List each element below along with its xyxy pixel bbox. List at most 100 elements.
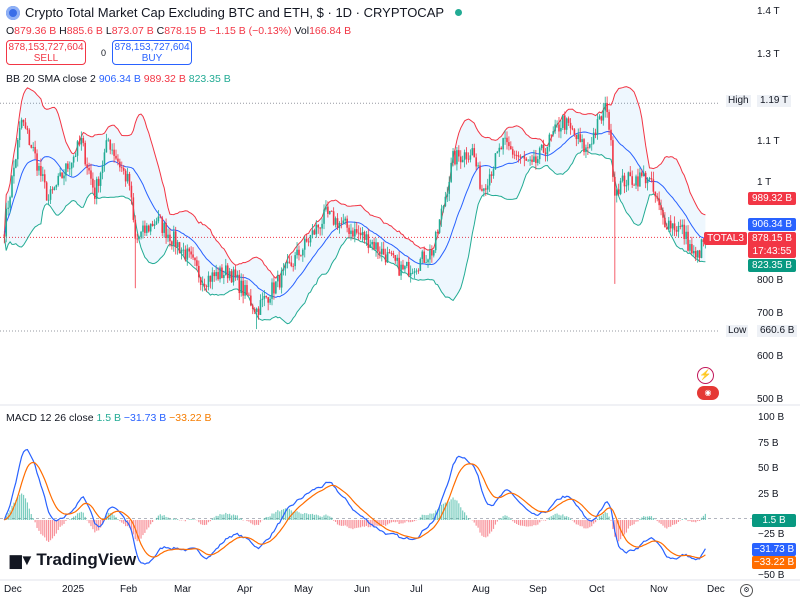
buy-price: 878,153,727,604: [114, 42, 190, 53]
candle-body: [438, 219, 441, 233]
candle-body: [379, 251, 381, 255]
candle-body: [176, 242, 179, 247]
candle-body: [122, 168, 125, 171]
candle-body: [194, 257, 196, 261]
macd-histogram-bar: [568, 517, 570, 520]
macd-histogram-bar: [402, 520, 404, 524]
candle-body: [467, 158, 470, 160]
macd-histogram-bar: [516, 520, 518, 525]
candle-body: [483, 188, 485, 191]
candle-body: [675, 230, 678, 232]
macd-histogram-bar: [334, 520, 337, 522]
macd-histogram-bar: [437, 509, 439, 520]
candle-body: [592, 132, 595, 144]
macd-histogram-bar: [230, 515, 233, 520]
candle-body: [427, 259, 429, 263]
bb-legend[interactable]: BB 20 SMA close 2 906.34 B 989.32 B 823.…: [6, 73, 231, 85]
candle-body: [694, 250, 697, 258]
candle-body: [562, 115, 564, 128]
candle-body: [334, 218, 337, 225]
candle-body: [556, 124, 558, 126]
macd-histogram-bar: [140, 520, 142, 539]
macd-histogram-bar: [221, 514, 223, 520]
macd-histogram-bar: [294, 511, 296, 520]
macd-histogram-bar: [660, 520, 662, 525]
macd-histogram-bar: [15, 500, 17, 520]
macd-histogram-bar: [431, 513, 433, 520]
macd-histogram-bar: [367, 520, 369, 528]
candle-body: [450, 162, 452, 182]
candle-body: [330, 210, 333, 212]
macd-histogram-bar: [600, 515, 602, 520]
macd-legend[interactable]: MACD 12 26 close 1.5 B −31.73 B −33.22 B: [6, 412, 212, 424]
candle-body: [84, 142, 86, 165]
macd-histogram-bar: [562, 514, 564, 520]
candle-body: [190, 251, 192, 255]
macd-histogram-bar: [304, 512, 306, 520]
candle-body: [429, 249, 431, 260]
macd-histogram-bar: [175, 519, 177, 520]
candle-body: [463, 152, 466, 160]
candle-body: [544, 152, 547, 155]
macd-histogram-bar: [537, 520, 539, 525]
macd-histogram-bar: [146, 520, 148, 530]
settings-icon[interactable]: ⚙: [740, 584, 753, 597]
time-tick: Oct: [589, 584, 605, 595]
candle-body: [109, 139, 112, 150]
macd-histogram-bar: [340, 520, 342, 526]
macd-histogram-bar: [410, 520, 412, 523]
sell-button[interactable]: 878,153,727,604 SELL: [6, 40, 86, 65]
bb-basis-value: 906.34 B: [98, 73, 141, 85]
macd-signal-value: −33.22 B: [169, 412, 212, 424]
last-price-tag: 878.15 B 17:43:55: [748, 232, 796, 258]
candle-body: [305, 238, 308, 242]
macd-histogram-bar: [440, 504, 443, 520]
macd-histogram-bar: [577, 520, 579, 525]
macd-histogram-bar: [144, 520, 146, 533]
macd-histogram-bar: [535, 520, 537, 526]
candle-body: [94, 187, 96, 199]
candle-body: [271, 282, 273, 299]
candle-body: [669, 220, 672, 229]
lightning-icon[interactable]: ⚡: [697, 367, 714, 384]
macd-histogram-bar: [205, 520, 208, 525]
macd-histogram-bar: [130, 520, 133, 531]
candle-body: [42, 174, 44, 176]
macd-histogram-bar: [548, 517, 550, 520]
macd-histogram-bar: [429, 513, 431, 520]
symbol-logo-icon: [6, 5, 20, 20]
macd-histogram-bar: [117, 518, 119, 520]
candle-body: [498, 147, 501, 152]
tradingview-logo[interactable]: ▆▼ TradingView: [10, 550, 136, 570]
macd-histogram-bar: [232, 514, 235, 520]
candle-body: [209, 275, 212, 282]
candle-body: [238, 274, 241, 294]
macd-histogram-bar: [361, 520, 364, 527]
macd-histogram-bar: [42, 520, 44, 536]
candle-body: [284, 263, 287, 269]
candle-body: [456, 150, 458, 165]
candle-body: [573, 129, 576, 135]
candle-body: [621, 175, 624, 181]
candle-body: [3, 234, 6, 237]
candle-body: [236, 274, 239, 277]
macd-histogram-bar: [697, 520, 699, 522]
macd-histogram-bar: [383, 520, 385, 526]
macd-histogram-bar: [521, 520, 523, 526]
candle-body: [86, 164, 88, 169]
macd-histogram-bar: [323, 515, 325, 520]
macd-histogram-bar: [204, 520, 206, 526]
symbol-title[interactable]: Crypto Total Market Cap Excluding BTC an…: [25, 5, 445, 20]
flag-icon[interactable]: ◉: [697, 386, 719, 400]
candle-body: [223, 275, 225, 279]
candle-body: [265, 295, 268, 298]
buy-button[interactable]: 878,153,727,604 BUY: [112, 40, 192, 65]
candle-body: [63, 175, 65, 179]
candle-body: [15, 159, 17, 168]
macd-histogram-bar: [531, 520, 533, 527]
macd-tick: 100 B: [758, 412, 785, 423]
candle-body: [198, 265, 200, 278]
macd-histogram-bar: [629, 520, 631, 526]
macd-histogram-bar: [523, 520, 525, 527]
